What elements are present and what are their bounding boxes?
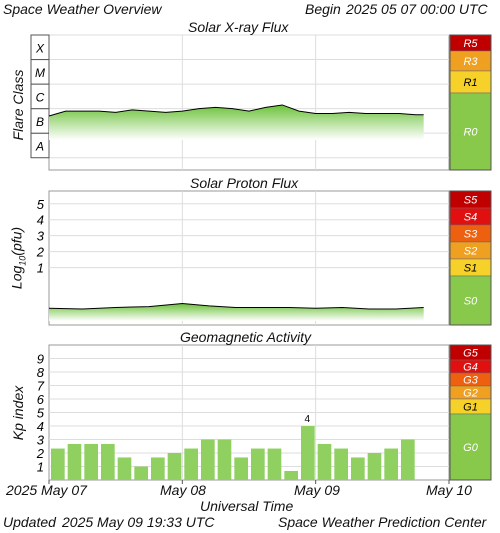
y-tick-label: 7 [37,379,45,394]
xray-y-axis-label: Flare Class [10,69,26,141]
y-tick-label: 6 [37,392,45,407]
y-tick-label: 8 [37,365,45,380]
scale-label: G4 [463,362,478,374]
y-tick-label: 2 [36,446,45,461]
kp-bar [384,448,398,480]
scale-frame [449,190,492,326]
y-tick-label: 1 [37,460,44,475]
kp-bar [67,443,82,480]
flare-class-tick: C [36,90,45,104]
scale-block [449,413,492,481]
x-tick-may07: 2025 May 07 [6,482,87,498]
scale-label: G2 [463,388,478,400]
kp-bar [401,439,415,480]
kp-bar [367,453,382,480]
y-tick-label: 5 [37,406,45,421]
scale-label: G3 [463,375,479,387]
scale-label: S5 [464,195,478,207]
y-tick-label: 1 [37,261,44,276]
x-tick-may08: May 08 [160,482,206,498]
kp-bar [101,443,115,480]
scale-label: S3 [464,229,478,241]
flux-line [48,104,424,117]
scale-label: G5 [463,348,479,360]
kp-bar [334,448,348,480]
y-tick-label: 5 [37,197,45,212]
x-tick-may09: May 09 [294,482,340,498]
scale-label: S0 [464,296,478,308]
scale-label: G1 [463,402,478,414]
plot-frame [48,190,450,326]
flare-class-tick: A [35,139,44,153]
x-tick-may10: May 10 [426,482,472,498]
flux-line [48,302,424,310]
kp-bar [251,448,265,480]
y-tick-label: 9 [37,352,44,367]
kp-bar [134,466,148,480]
begin-timestamp: 2025 05 07 00:00 UTC [346,1,488,17]
kp-bar [217,439,232,480]
kp-bar [351,457,365,480]
scale-label: R5 [463,38,478,50]
flare-class-box [30,34,50,61]
kp-max-annotation: 4 [305,414,311,425]
kp-bar [117,457,132,480]
scale-label: S2 [464,246,477,258]
y-tick-label: 4 [37,419,44,434]
kp-y-axis-label: Kp index [10,385,26,441]
y-tick-label: 4 [37,213,44,228]
y-tick-label: 2 [36,245,45,260]
page-title: Space Weather Overview [3,1,162,17]
scale-label: R0 [463,127,478,139]
proton-y-axis-label: Log10(pfu) [8,226,28,290]
scale-frame [449,344,492,481]
updated-label: Updated [3,514,56,530]
kp-bar [234,457,248,480]
flare-class-tick: B [36,115,44,129]
kp-bar [267,448,282,480]
kp-bar [201,439,215,480]
scale-label: S1 [464,263,477,275]
scale-label: S4 [464,212,477,224]
scale-label: G0 [463,442,479,454]
kp-bar [184,448,198,480]
updated-timestamp: 2025 May 09 19:33 UTC [62,514,215,530]
kp-bar [151,457,165,480]
kp-bar [317,443,332,480]
scale-label: R1 [463,77,477,89]
geomag-panel-title: Geomagnetic Activity [180,329,311,345]
proton-panel-title: Solar Proton Flux [190,175,299,191]
scale-label: R3 [463,56,478,68]
scale-frame [449,34,492,171]
y-tick-label: 3 [37,229,45,244]
xray-panel-title: Solar X-ray Flux [188,19,289,35]
flare-class-tick: M [35,66,45,80]
plot-frame [48,34,450,171]
kp-bar [284,470,298,480]
kp-bar [51,448,65,480]
x-axis-label: Universal Time [200,498,294,514]
credit-label: Space Weather Prediction Center [278,514,487,530]
y-tick-label: 3 [37,433,45,448]
begin-label: Begin [305,1,341,17]
kp-bar [84,443,98,480]
kp-bar [301,426,315,480]
flare-class-tick: X [35,41,45,55]
kp-bar [167,453,182,480]
